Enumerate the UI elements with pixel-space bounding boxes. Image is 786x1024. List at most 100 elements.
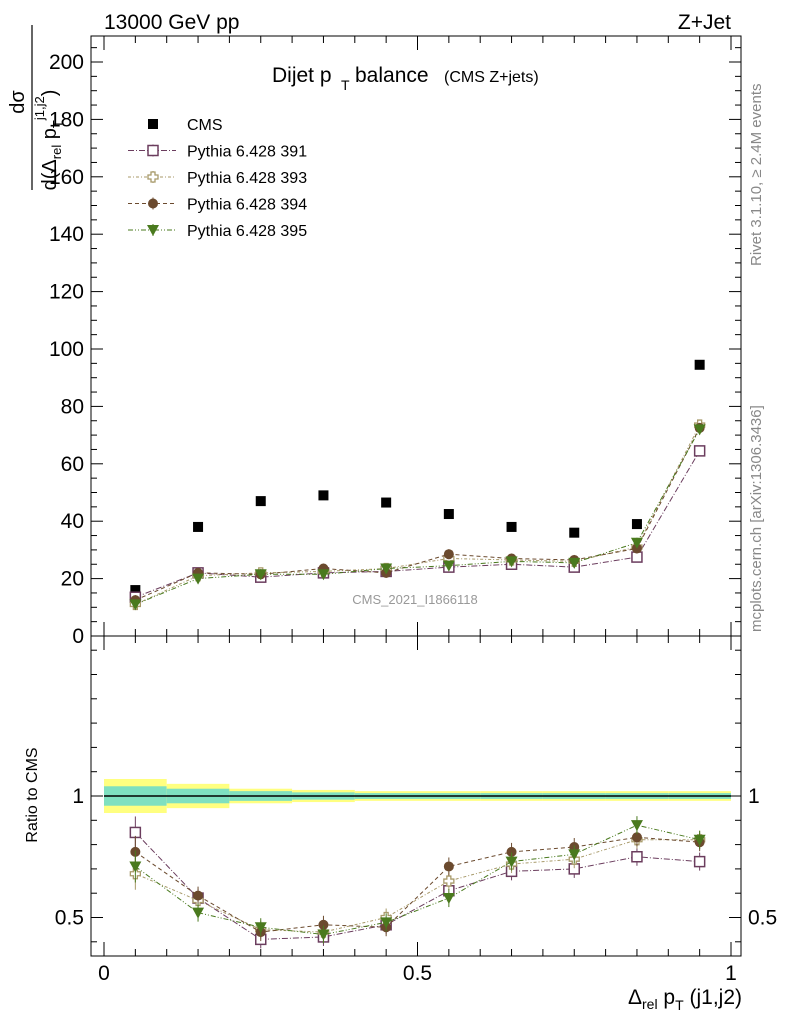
legend-item-p395: Pythia 6.428 395 xyxy=(128,223,307,240)
ratio-line-p395 xyxy=(135,824,700,936)
data-point-p395 xyxy=(568,557,581,569)
ratio-point-p395 xyxy=(505,856,518,868)
data-point-p391 xyxy=(631,551,643,563)
ratio-point-p391 xyxy=(631,851,643,863)
ratio-series-p393 xyxy=(129,830,706,942)
ratio-point-p394 xyxy=(443,861,454,872)
ratio-panel: 0.5 0.5 1 1 0 0.5 1 Ratio to CMS xyxy=(24,635,777,985)
data-point-p395 xyxy=(129,599,142,611)
title-sub: T xyxy=(341,77,350,93)
ratio-point-p395 xyxy=(568,849,581,861)
ratio-point-p391 xyxy=(693,855,706,868)
header-left: 13000 GeV pp xyxy=(104,11,239,34)
data-point-cms xyxy=(130,585,141,596)
data-point-cms xyxy=(318,490,329,501)
data-point-p395 xyxy=(442,560,455,572)
legend-item-cms: CMS xyxy=(148,117,223,134)
ylabel-numerator: dσ xyxy=(7,90,29,114)
series-p391 xyxy=(129,445,706,604)
y-tick-label: 200 xyxy=(49,51,84,74)
y-tick-label: 140 xyxy=(49,223,84,246)
legend-marker-p391 xyxy=(147,144,159,157)
series-p394 xyxy=(130,422,705,606)
title-small: (CMS Z+jets) xyxy=(444,69,539,86)
x-tick-label: 1 xyxy=(725,962,737,985)
data-point-cms xyxy=(694,359,705,370)
series-p395 xyxy=(129,424,706,611)
ratio-point-p394 xyxy=(631,832,642,843)
y-tick-label: 100 xyxy=(49,338,84,361)
data-point-cms xyxy=(381,497,392,508)
ratio-point-p395 xyxy=(442,893,455,905)
main-panel: 0 20 40 60 80 100 120 140 160 180 200 Dijet p T ba… xyxy=(7,25,742,648)
series-line-p394 xyxy=(135,427,701,601)
ratio-point-p395 xyxy=(317,929,330,941)
data-point-p395 xyxy=(192,573,205,585)
x-tick-label: 0 xyxy=(98,962,110,985)
ratio-point-p395 xyxy=(693,834,706,846)
ratio-line-p394 xyxy=(135,836,700,933)
ratio-point-p394 xyxy=(318,919,329,930)
data-point-cms xyxy=(193,521,204,532)
watermark: CMS_2021_I1866118 xyxy=(352,592,478,607)
data-point-cms xyxy=(506,521,517,532)
series-p393 xyxy=(129,419,706,611)
title-tail: balance xyxy=(355,64,429,87)
ratio-series-p395 xyxy=(129,816,706,944)
ratio-uncertainty-band xyxy=(104,778,731,814)
legend-label: Pythia 6.428 394 xyxy=(187,197,307,214)
ratio-series-p391 xyxy=(129,816,706,949)
ratio-line-p391 xyxy=(134,832,700,940)
legend-item-p394: Pythia 6.428 394 xyxy=(128,197,307,214)
main-axis-ticks: 0 20 40 60 80 100 120 140 160 180 200 xyxy=(49,36,741,648)
y-tick-label: 40 xyxy=(61,510,84,533)
ratio-ylabel: Ratio to CMS xyxy=(24,747,41,842)
mcplots-label: mcplots.cern.ch [arXiv:1306.3436] xyxy=(748,405,765,632)
ratio-point-p395 xyxy=(192,907,205,919)
data-point-cms xyxy=(631,519,642,530)
y-tick-label: 160 xyxy=(49,166,84,189)
series-cms xyxy=(130,359,705,596)
legend-label: Pythia 6.428 391 xyxy=(187,144,307,161)
data-point-p395 xyxy=(254,569,267,581)
y-tick-label-right: 0.5 xyxy=(748,907,777,930)
data-point-p395 xyxy=(317,569,330,581)
main-series-layer xyxy=(129,359,706,611)
y-tick-label: 80 xyxy=(61,395,84,418)
x-tick-label: 0.5 xyxy=(403,962,432,985)
series-line-p391 xyxy=(135,450,701,598)
y-tick-label: 180 xyxy=(49,108,84,131)
legend-marker-p393 xyxy=(147,171,159,183)
y-tick-label: 20 xyxy=(61,568,84,591)
legend-marker-cms xyxy=(148,119,158,129)
chart-title: Dijet p T balance (CMS Z+jets) xyxy=(272,64,539,93)
rivet-label: Rivet 3.1.10, ≥ 2.4M events xyxy=(748,84,765,267)
legend-label: Pythia 6.428 395 xyxy=(187,223,307,240)
legend-item-p393: Pythia 6.428 393 xyxy=(128,170,307,187)
data-point-p395 xyxy=(505,556,518,568)
x-axis-label: Δrel pT (j1,j2) xyxy=(628,986,742,1013)
ratio-point-p393 xyxy=(443,875,455,887)
y-tick-label: 0 xyxy=(72,625,84,648)
legend-label: Pythia 6.428 393 xyxy=(187,170,307,187)
series-line-p393 xyxy=(135,424,701,605)
ratio-series-layer xyxy=(129,816,706,949)
data-point-p395 xyxy=(630,537,643,549)
ratio-point-p395 xyxy=(630,820,643,832)
y-tick-label: 1 xyxy=(72,785,84,808)
data-point-cms xyxy=(443,509,454,520)
legend-marker-p395 xyxy=(147,225,159,236)
legend-label: CMS xyxy=(187,117,223,134)
title-main: Dijet p xyxy=(272,64,332,87)
legend: CMS Pythia 6.428 391 Pythia 6.428 393 Pythi… xyxy=(128,117,307,240)
ratio-point-p394 xyxy=(506,846,517,857)
ratio-series-p394 xyxy=(130,828,705,942)
data-point-p395 xyxy=(380,563,393,575)
y-tick-label: 0.5 xyxy=(55,907,84,930)
header-right: Z+Jet xyxy=(678,11,731,34)
y-tick-label-right: 1 xyxy=(748,785,760,808)
ratio-point-p394 xyxy=(193,890,204,901)
legend-marker-p394 xyxy=(148,198,158,209)
ylabel-denominator: d(Δrel pTj1,j2) xyxy=(32,90,65,191)
ratio-axis-ticks: 0.5 0.5 1 1 0 0.5 1 xyxy=(55,636,777,985)
